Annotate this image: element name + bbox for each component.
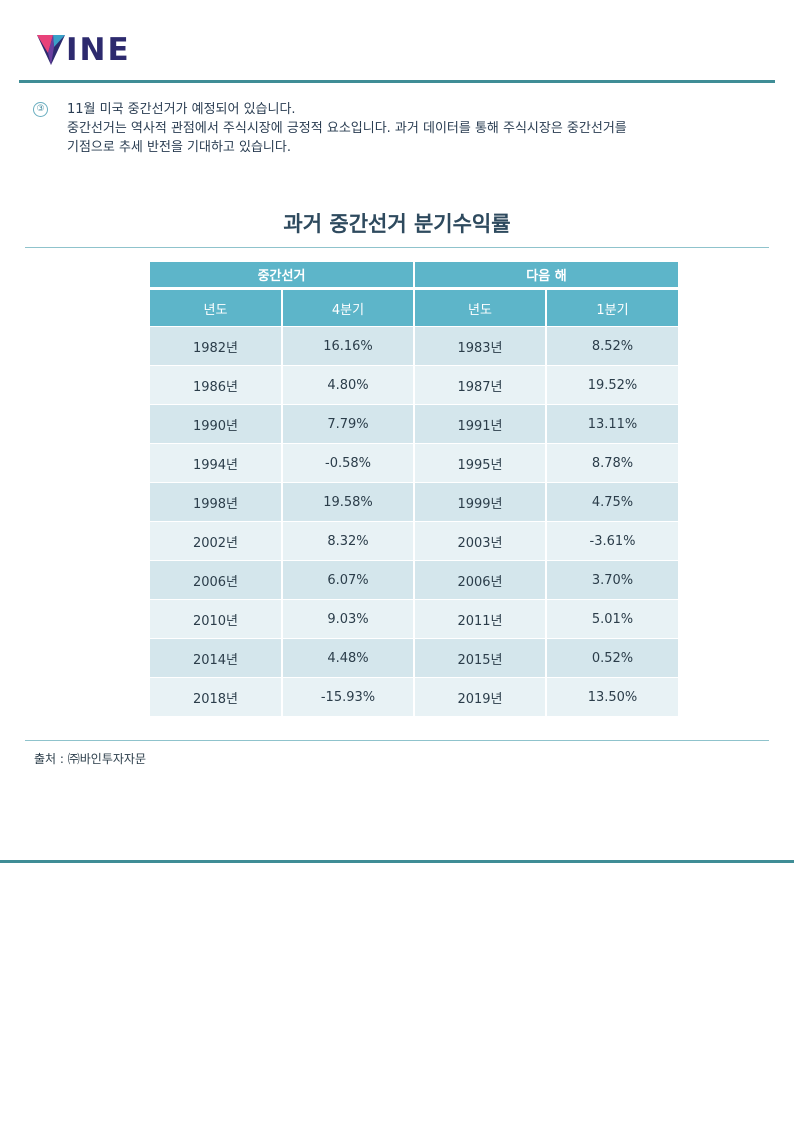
column-header: 1분기 xyxy=(545,288,678,327)
section-title: 과거 중간선거 분기수익률 xyxy=(283,212,511,236)
table-cell: 4.48% xyxy=(281,638,414,678)
table-cell: 5.01% xyxy=(545,599,678,639)
table-cell: 1999년 xyxy=(413,482,546,522)
logo-text: INE xyxy=(66,32,131,68)
table-cell: 13.50% xyxy=(545,677,678,716)
table-cell: -0.58% xyxy=(281,443,414,483)
table-body: 1982년 16.16% 1983년 8.52% 1986년 4.80% 1987년 19.5… xyxy=(150,326,678,716)
table-cell: 13.11% xyxy=(545,404,678,444)
table-cell: 2002년 xyxy=(150,521,282,561)
table-cell: 2006년 xyxy=(150,560,282,600)
column-header: 4분기 xyxy=(281,288,414,327)
table-cell: 2018년 xyxy=(150,677,282,716)
table-cell: 2014년 xyxy=(150,638,282,678)
table-cell: 1982년 xyxy=(150,326,282,366)
table-cell: 8.78% xyxy=(545,443,678,483)
title-rule xyxy=(25,247,769,248)
table-cell: 2019년 xyxy=(413,677,546,716)
table-cell: 1995년 xyxy=(413,443,546,483)
table-cell: 9.03% xyxy=(281,599,414,639)
table-cell: 1990년 xyxy=(150,404,282,444)
table-bottom-rule xyxy=(25,740,769,741)
table-row: 1982년 16.16% 1983년 8.52% xyxy=(150,326,678,366)
table-row: 2014년 4.48% 2015년 0.52% xyxy=(150,638,678,678)
table-cell: 7.79% xyxy=(281,404,414,444)
table-cell: 2010년 xyxy=(150,599,282,639)
table-cell: 16.16% xyxy=(281,326,414,366)
header-rule xyxy=(19,80,775,83)
table-row: 1998년 19.58% 1999년 4.75% xyxy=(150,482,678,522)
table-cell: 2015년 xyxy=(413,638,546,678)
table-cell: 8.52% xyxy=(545,326,678,366)
table-cell: 4.75% xyxy=(545,482,678,522)
table-row: 2006년 6.07% 2006년 3.70% xyxy=(150,560,678,600)
table-cell: 0.52% xyxy=(545,638,678,678)
table-cell: 8.32% xyxy=(281,521,414,561)
vine-logo: INE xyxy=(37,34,131,66)
returns-table: 중간선거 다음 해 년도 4분기 년도 1분기 1982년 16.16% 1983년… xyxy=(150,262,678,716)
table-row: 1994년 -0.58% 1995년 8.78% xyxy=(150,443,678,483)
table-row: 2010년 9.03% 2011년 5.01% xyxy=(150,599,678,639)
table-cell: -15.93% xyxy=(281,677,414,716)
footer-rule xyxy=(0,860,794,863)
table-cell: 6.07% xyxy=(281,560,414,600)
note-number: ③ xyxy=(33,102,48,117)
table-row: 2018년 -15.93% 2019년 13.50% xyxy=(150,677,678,716)
table-cell: 1998년 xyxy=(150,482,282,522)
vine-logo-mark xyxy=(37,35,65,65)
table-cell: 3.70% xyxy=(545,560,678,600)
note-line: 11월 미국 중간선거가 예정되어 있습니다. xyxy=(67,102,296,117)
table-cell: 2006년 xyxy=(413,560,546,600)
table-row: 1986년 4.80% 1987년 19.52% xyxy=(150,365,678,405)
group-header-midterm: 중간선거 xyxy=(150,262,414,290)
table-cell: 1991년 xyxy=(413,404,546,444)
column-header: 년도 xyxy=(413,288,546,327)
table-row: 2002년 8.32% 2003년 -3.61% xyxy=(150,521,678,561)
column-header: 년도 xyxy=(150,288,282,327)
table-cell: 19.52% xyxy=(545,365,678,405)
table-cell: 2003년 xyxy=(413,521,546,561)
source-note: 출처 : ㈜바인투자자문 xyxy=(34,752,146,766)
table-row: 1990년 7.79% 1991년 13.11% xyxy=(150,404,678,444)
table-cell: 1986년 xyxy=(150,365,282,405)
table-cell: 4.80% xyxy=(281,365,414,405)
table-cell: 1987년 xyxy=(413,365,546,405)
note-line: 기점으로 추세 반전을 기대하고 있습니다. xyxy=(67,140,291,155)
note-text: 11월 미국 중간선거가 예정되어 있습니다. 중간선거는 역사적 관점에서 주… xyxy=(67,100,750,157)
note-line: 중간선거는 역사적 관점에서 주식시장에 긍정적 요소입니다. 과거 데이터를 … xyxy=(67,121,627,136)
table-cell: -3.61% xyxy=(545,521,678,561)
table-cell: 1994년 xyxy=(150,443,282,483)
table-cell: 2011년 xyxy=(413,599,546,639)
note-block: ③ 11월 미국 중간선거가 예정되어 있습니다. 중간선거는 역사적 관점에서… xyxy=(30,100,750,157)
table-cell: 19.58% xyxy=(281,482,414,522)
table-cell: 1983년 xyxy=(413,326,546,366)
group-header-next-year: 다음 해 xyxy=(413,262,678,290)
